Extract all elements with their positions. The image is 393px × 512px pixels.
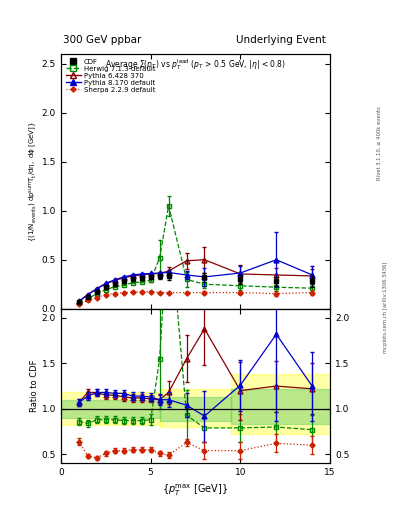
Bar	[61, 392, 160, 425]
Text: mcplots.cern.ch [arXiv:1306.3436]: mcplots.cern.ch [arXiv:1306.3436]	[383, 262, 387, 353]
Text: Rivet 3.1.10, ≥ 400k events: Rivet 3.1.10, ≥ 400k events	[377, 106, 382, 180]
Bar	[61, 400, 160, 418]
Bar	[160, 389, 231, 427]
Bar	[160, 397, 231, 421]
Bar	[231, 389, 330, 424]
Text: 300 GeV ppbar: 300 GeV ppbar	[63, 35, 141, 45]
Bar	[231, 374, 330, 434]
Text: Average $\Sigma(p_T)$ vs $p_T^\mathrm{lead}$ ($p_T$ > 0.5 GeV, $|\eta|$ < 0.8): Average $\Sigma(p_T)$ vs $p_T^\mathrm{le…	[105, 57, 286, 73]
Y-axis label: $\{(1/\mathrm{N_{events}})\ \mathrm{dp^{sum}T_t/d\eta,\ d\phi\ [GeV]}\}$: $\{(1/\mathrm{N_{events}})\ \mathrm{dp^{…	[28, 121, 39, 242]
Legend: CDF, Herwig 7.1.3 default, Pythia 6.428 370, Pythia 8.170 default, Sherpa 2.2.9 : CDF, Herwig 7.1.3 default, Pythia 6.428 …	[64, 57, 157, 94]
Text: Underlying Event: Underlying Event	[236, 35, 326, 45]
X-axis label: $\{p_T^\mathrm{max}\ \mathrm{[GeV]}\}$: $\{p_T^\mathrm{max}\ \mathrm{[GeV]}\}$	[162, 483, 229, 498]
Y-axis label: Ratio to CDF: Ratio to CDF	[30, 360, 39, 412]
